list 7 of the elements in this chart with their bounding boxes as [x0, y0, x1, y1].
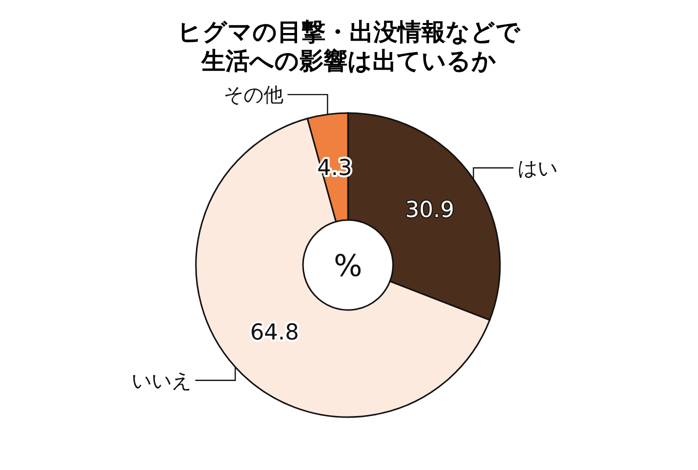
slice-label: はい [517, 156, 558, 180]
data-label: 30.9 [405, 198, 454, 224]
chart-title: ヒグマの目撃・出没情報などで生活への影響は出ているか [176, 18, 522, 77]
slice-label: その他 [224, 82, 284, 107]
slice-label: いいえ [131, 368, 192, 392]
data-label: 64.8 [250, 320, 300, 346]
text: % [334, 249, 362, 284]
